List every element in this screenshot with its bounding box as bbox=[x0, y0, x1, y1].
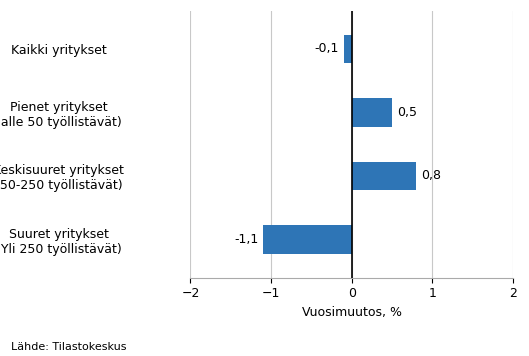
Text: 0,5: 0,5 bbox=[397, 106, 417, 119]
X-axis label: Vuosimuutos, %: Vuosimuutos, % bbox=[302, 306, 402, 319]
Text: 0,8: 0,8 bbox=[421, 169, 441, 183]
Text: -1,1: -1,1 bbox=[234, 233, 258, 246]
Bar bbox=[263, 225, 352, 254]
Bar bbox=[352, 162, 416, 190]
Bar bbox=[352, 98, 392, 127]
Text: -0,1: -0,1 bbox=[315, 42, 339, 55]
Bar bbox=[344, 35, 352, 63]
Text: Lähde: Tilastokeskus: Lähde: Tilastokeskus bbox=[11, 342, 126, 352]
